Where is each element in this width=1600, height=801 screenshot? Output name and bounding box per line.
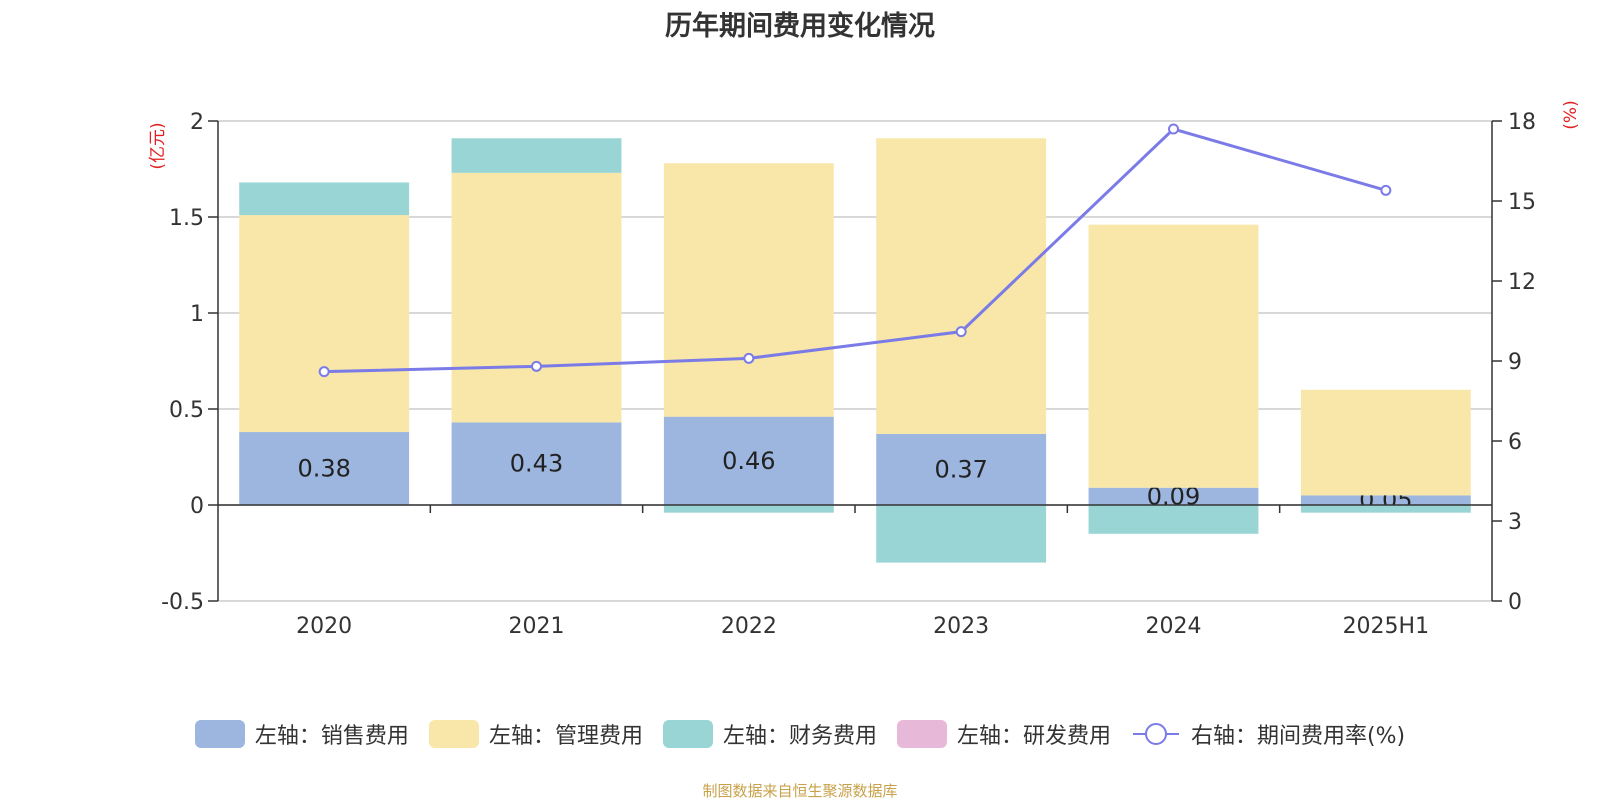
bar-segment xyxy=(1300,389,1471,496)
bar-segment xyxy=(876,505,1047,563)
legend-label: 左轴：销售费用 xyxy=(254,724,409,749)
legend-label: 左轴：管理费用 xyxy=(488,724,643,749)
right-axis-tick-label: 15 xyxy=(1508,190,1536,215)
bar-data-label: 0.37 xyxy=(934,455,987,483)
left-axis-tick-label: 2 xyxy=(190,110,204,135)
bar-segment xyxy=(1088,487,1259,505)
x-axis-category-label: 2023 xyxy=(933,614,989,639)
left-axis-tick-label: 1.5 xyxy=(169,206,204,231)
bar-segment xyxy=(239,182,410,216)
legend-item[interactable]: 左轴：管理费用 xyxy=(428,718,643,750)
bar-segment xyxy=(451,138,622,173)
x-axis-category-label: 2025H1 xyxy=(1343,614,1430,639)
left-axis-tick-label: 0.5 xyxy=(169,398,204,423)
x-axis-category-label: 2021 xyxy=(509,614,565,639)
expense-ratio-point xyxy=(1168,123,1179,135)
data-source-note: 制图数据来自恒生聚源数据库 xyxy=(702,782,898,800)
x-axis-category-label: 2020 xyxy=(296,614,352,639)
bar-segment xyxy=(451,422,622,505)
legend-swatch xyxy=(194,720,245,748)
chart-title: 历年期间费用变化情况 xyxy=(665,11,935,42)
bar-segment xyxy=(1300,495,1471,505)
legend-swatch xyxy=(428,720,479,748)
legend-swatch xyxy=(896,720,947,748)
legend-item[interactable]: 左轴：研发费用 xyxy=(896,718,1111,750)
bar-segment xyxy=(239,215,410,433)
right-axis-tick-label: 6 xyxy=(1508,430,1522,455)
right-axis-tick-label: 9 xyxy=(1508,350,1522,375)
bar-segment xyxy=(876,433,1047,505)
left-axis-tick-label: 0 xyxy=(190,494,204,519)
legend-label: 左轴：财务费用 xyxy=(722,724,877,749)
bar-data-label: 0.43 xyxy=(510,450,563,478)
bar-data-label: 0.46 xyxy=(722,447,775,475)
expense-ratio-point xyxy=(531,360,542,372)
legend-line-swatch xyxy=(1132,723,1179,745)
expense-ratio-point xyxy=(743,352,755,364)
bar-segment xyxy=(663,163,834,417)
bar-segment xyxy=(451,172,622,423)
left-axis-tick-label: 1 xyxy=(190,302,204,327)
bar-segment xyxy=(1300,505,1471,513)
legend-item[interactable]: 左轴：财务费用 xyxy=(662,718,877,750)
right-axis-tick-label: 18 xyxy=(1508,110,1536,135)
bar-segment xyxy=(239,432,410,505)
left-axis-tick-label: -0.5 xyxy=(161,590,204,615)
bar-segment xyxy=(876,138,1047,434)
legend-label: 左轴：研发费用 xyxy=(956,724,1111,749)
bar-data-label: 0.38 xyxy=(297,455,350,483)
expense-ratio-line xyxy=(324,127,1387,374)
legend-item[interactable]: 右轴：期间费用率(%) xyxy=(1131,718,1405,750)
x-axis-category-label: 2022 xyxy=(721,614,777,639)
expense-ratio-point xyxy=(955,326,967,338)
right-axis-unit-label: (%) xyxy=(1561,100,1581,129)
x-axis-category-label: 2024 xyxy=(1146,614,1202,639)
bar-segment xyxy=(663,505,834,513)
right-axis-tick-label: 3 xyxy=(1508,510,1522,535)
chart-canvas: -0.5 0 0.5 1 1.5 2 0 3 6 9 12 15 18 (亿元) (%) 0.38 0.43 0.… xyxy=(148,100,1581,639)
bar-segment xyxy=(1088,505,1259,534)
legend: 左轴：销售费用 左轴：管理费用 左轴：财务费用 左轴：研发费用 右轴：期间费用率(%) xyxy=(0,718,1600,750)
bar-segment xyxy=(663,416,834,505)
right-axis-tick-label: 12 xyxy=(1508,270,1536,295)
bar-segment xyxy=(1088,224,1259,488)
legend-label: 右轴：期间费用率(%) xyxy=(1190,724,1406,749)
expense-ratio-point xyxy=(1380,184,1392,196)
legend-swatch xyxy=(662,720,713,748)
legend-item[interactable]: 左轴：销售费用 xyxy=(194,718,409,750)
expense-ratio-point xyxy=(318,366,330,378)
right-axis-tick-label: 0 xyxy=(1508,590,1522,615)
left-axis-unit-label: (亿元) xyxy=(148,122,168,169)
